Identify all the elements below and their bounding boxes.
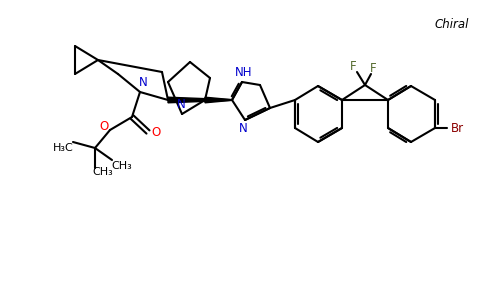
Text: F: F: [349, 61, 356, 74]
Text: F: F: [370, 62, 377, 76]
Text: N: N: [239, 122, 247, 136]
Text: Chiral: Chiral: [435, 19, 469, 32]
Text: CH₃: CH₃: [112, 161, 133, 171]
Text: CH₃: CH₃: [92, 167, 113, 177]
Text: N: N: [138, 76, 147, 89]
Text: H₃C: H₃C: [53, 143, 74, 153]
Text: N: N: [177, 98, 185, 112]
Text: NH: NH: [235, 65, 253, 79]
Polygon shape: [205, 97, 232, 103]
Text: Br: Br: [451, 122, 464, 134]
Polygon shape: [168, 97, 232, 103]
Text: O: O: [151, 125, 161, 139]
Text: O: O: [99, 119, 108, 133]
